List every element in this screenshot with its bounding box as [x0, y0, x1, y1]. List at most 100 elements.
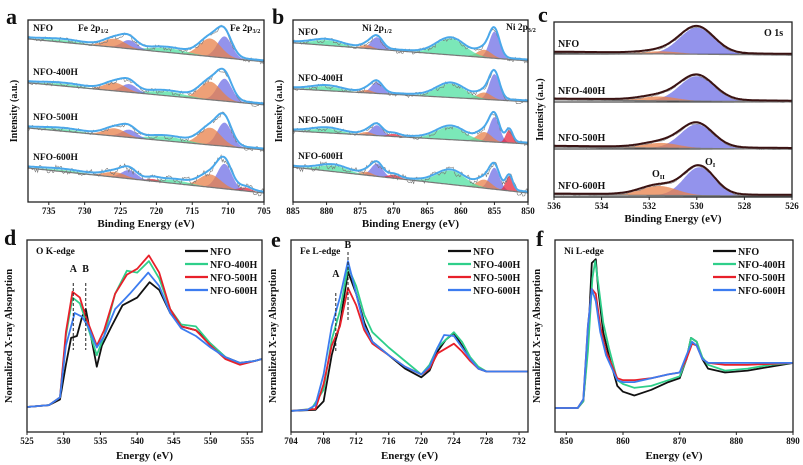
- annotation-fe-2p12-sub: 1/2: [100, 29, 108, 35]
- x-tick-label: 865: [421, 206, 435, 216]
- plot-area: [28, 24, 264, 197]
- x-tick-label: 704: [284, 436, 298, 446]
- x-tick-label: 530: [690, 201, 704, 211]
- plot-frame: [292, 19, 529, 203]
- x-tick-label: 880: [320, 206, 334, 216]
- panel-letter-a: a: [6, 4, 17, 29]
- plot-area: [555, 258, 793, 409]
- x-tick-label: 530: [57, 436, 71, 446]
- baseline: [293, 42, 528, 62]
- panel-title: O K-edge: [36, 247, 75, 257]
- fit-peak-blue: [293, 31, 528, 61]
- fit-envelope-line: [554, 121, 792, 149]
- panel-letter-f: f: [536, 226, 544, 251]
- annotation-oi: OI: [705, 157, 716, 169]
- annotation-ni-2p32-sub: 3/2: [528, 28, 536, 34]
- x-tick-label: 885: [286, 206, 300, 216]
- x-tick-label: 890: [786, 436, 800, 446]
- marker-label-a: A: [70, 264, 78, 275]
- plot-area: [554, 24, 792, 197]
- x-tick-label: 716: [382, 436, 396, 446]
- y-axis-label: Intensity (a.u.): [274, 80, 285, 143]
- panel-letter-d: d: [4, 225, 16, 250]
- x-tick-label: 708: [317, 436, 331, 446]
- sample-label: NFO-400H: [558, 86, 605, 97]
- fit-envelope-line: [28, 112, 264, 150]
- panel-letter-c: c: [538, 2, 548, 27]
- annotation-fe-2p12-main: Fe 2p: [78, 24, 100, 34]
- x-tick-label: 875: [353, 206, 367, 216]
- x-tick-label: 860: [616, 436, 630, 446]
- x-tick-label: 860: [454, 206, 468, 216]
- annotation-o1s: O 1s: [764, 28, 783, 39]
- panel-letter-b: b: [272, 4, 284, 29]
- fit-envelope-line: [554, 73, 792, 102]
- legend-label-nfo-600h: NFO-600H: [473, 286, 520, 297]
- series-line-nfo: [555, 258, 793, 409]
- baseline: [28, 38, 264, 63]
- sample-label: NFO-500H: [558, 133, 605, 144]
- annotation-fe-2p32-sub: 3/2: [252, 29, 260, 35]
- x-tick-label: 720: [150, 206, 164, 216]
- sample-label: NFO-600H: [558, 181, 605, 192]
- x-tick-label: 730: [78, 206, 92, 216]
- legend-label-nfo-600h: NFO-600H: [738, 286, 785, 297]
- legend-label-nfo-400h: NFO-400H: [738, 260, 785, 271]
- fit-peak-green: [293, 126, 528, 144]
- baseline: [293, 166, 528, 194]
- x-axis-label: Energy (eV): [116, 450, 173, 462]
- baseline: [554, 52, 792, 56]
- x-tick-label: 735: [42, 206, 56, 216]
- x-tick-label: 528: [738, 201, 752, 211]
- x-tick-label: 855: [488, 206, 502, 216]
- panel-f: f: [536, 226, 794, 435]
- sample-label: NFO-600H: [298, 152, 343, 162]
- x-tick-label: 720: [415, 436, 429, 446]
- legend-label-nfo: NFO: [210, 247, 231, 258]
- annotation-oii-sub: II: [660, 174, 666, 181]
- fit-peak-blue: [554, 76, 792, 102]
- fit-peak-green: [293, 38, 528, 61]
- fit-peak-orange: [554, 96, 792, 102]
- fit-envelope-line: [293, 25, 528, 61]
- legend-label-nfo: NFO: [473, 247, 494, 258]
- fit-envelope-line: [293, 110, 528, 144]
- x-axis-label: Energy (eV): [645, 450, 702, 462]
- baseline: [28, 82, 264, 106]
- x-tick-label: 535: [94, 436, 108, 446]
- fit-peak-orange: [554, 51, 792, 56]
- fit-envelope-line: [28, 155, 264, 193]
- x-tick-label: 550: [204, 436, 218, 446]
- raw-data-line: [554, 165, 792, 197]
- baseline: [293, 130, 528, 145]
- marker-label-b: B: [345, 240, 352, 251]
- panel-c: c: [538, 2, 793, 200]
- plot-frame: [554, 239, 794, 433]
- sample-label: NFO: [298, 28, 318, 38]
- fit-envelope-line: [293, 160, 528, 193]
- x-tick-label: 705: [257, 206, 271, 216]
- x-tick-label: 555: [241, 436, 255, 446]
- sample-label: NFO-500H: [298, 116, 343, 126]
- sample-label: NFO-400H: [298, 74, 343, 84]
- fit-peak-green: [293, 165, 528, 193]
- fit-peak-orange: [554, 186, 792, 197]
- y-axis-label: Intensity (a.u.): [535, 78, 546, 141]
- x-tick-label: 710: [221, 206, 235, 216]
- x-tick-label: 526: [785, 201, 799, 211]
- legend-label-nfo-400h: NFO-400H: [210, 260, 257, 271]
- series-line-nfo-500h: [291, 287, 528, 412]
- fit-envelope-line: [554, 164, 792, 196]
- annotation-ni-2p12-sub: 1/2: [384, 29, 392, 35]
- fit-peak-green: [293, 83, 528, 102]
- baseline: [28, 127, 264, 151]
- series-line-nfo-600h: [555, 288, 793, 409]
- fit-envelope-line: [293, 68, 528, 102]
- x-tick-label: 850: [560, 436, 574, 446]
- x-tick-label: 870: [673, 436, 687, 446]
- plot-area: [293, 25, 528, 197]
- plot-frame: [27, 19, 265, 203]
- fit-peak-blue: [554, 27, 792, 56]
- fit-peak-green: [293, 40, 528, 61]
